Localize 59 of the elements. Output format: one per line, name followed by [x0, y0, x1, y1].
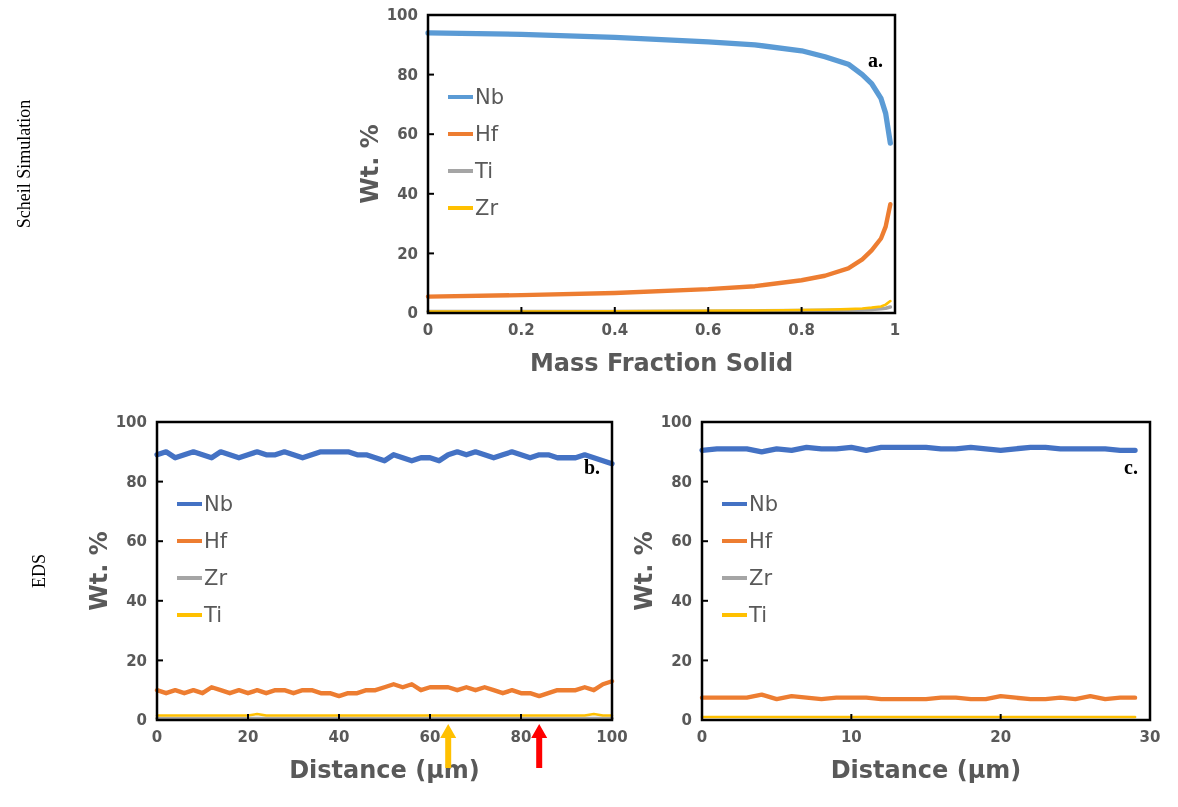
y-tick-label: 0: [136, 711, 147, 730]
text: EDS: [29, 553, 49, 589]
legend-label: Zr: [475, 196, 499, 221]
legend-label: Hf: [475, 122, 499, 147]
y-tick-label: 40: [397, 185, 418, 204]
x-tick-label: 1: [889, 321, 901, 339]
y-axis-title: Wt. %: [630, 531, 658, 611]
y-tick-label: 40: [126, 592, 147, 611]
x-tick-label: 0.8: [788, 321, 815, 339]
x-tick-label: 10: [840, 728, 862, 746]
y-axis-title: Wt. %: [85, 531, 113, 611]
y-tick-label: 80: [397, 65, 418, 84]
y-tick-label: 0: [407, 304, 418, 323]
legend-label: Zr: [204, 566, 228, 591]
text: Scheil Simulation: [14, 99, 34, 229]
x-tick-label: 60: [419, 728, 441, 746]
x-tick-label: 80: [510, 728, 532, 746]
legend-label: Nb: [749, 492, 779, 517]
x-tick-label: 40: [328, 728, 350, 746]
x-tick-label: 100: [596, 728, 628, 746]
y-tick-label: 60: [397, 125, 418, 144]
y-tick-label: 80: [671, 472, 692, 491]
x-tick-label: 0: [422, 321, 434, 339]
y-tick-label: 0: [681, 711, 692, 730]
x-axis-title: Distance (µm): [289, 756, 480, 784]
x-tick-label: 20: [237, 728, 259, 746]
line-series: [426, 299, 892, 313]
y-tick-label: 80: [126, 472, 147, 491]
x-tick-label: 0: [696, 728, 708, 746]
annotation: a.: [868, 49, 883, 71]
y-tick-label: 100: [115, 413, 147, 432]
y-tick-label: 60: [126, 532, 147, 551]
x-tick-label: 20: [990, 728, 1012, 746]
legend-label: Hf: [204, 529, 228, 554]
line-series: [154, 679, 615, 699]
legend-label: Ti: [748, 603, 768, 628]
y-axis-title: Wt. %: [356, 124, 384, 204]
x-tick-label: 0.2: [508, 321, 535, 339]
y-tick-label: 100: [386, 6, 418, 25]
annotation: c.: [1124, 456, 1138, 478]
legend-label: Zr: [749, 566, 773, 591]
legend-label: Ti: [203, 603, 223, 628]
y-tick-label: 20: [397, 244, 418, 263]
x-tick-label: 0.4: [601, 321, 629, 339]
x-axis-title: Distance (µm): [830, 756, 1022, 784]
y-tick-label: 40: [671, 592, 692, 611]
legend-label: Ti: [474, 159, 494, 184]
legend-label: Nb: [204, 492, 234, 517]
y-tick-label: 60: [671, 532, 692, 551]
annotation: b.: [583, 456, 600, 478]
x-axis-title: Mass Fraction Solid: [529, 349, 794, 377]
legend-label: Nb: [475, 85, 505, 110]
x-tick-label: 0: [151, 728, 163, 746]
x-tick-label: 0.6: [694, 321, 722, 339]
legend-label: Hf: [749, 529, 773, 554]
x-tick-label: 30: [1139, 728, 1161, 746]
y-tick-label: 100: [660, 413, 692, 432]
y-tick-label: 20: [671, 651, 692, 670]
y-tick-label: 20: [126, 651, 147, 670]
